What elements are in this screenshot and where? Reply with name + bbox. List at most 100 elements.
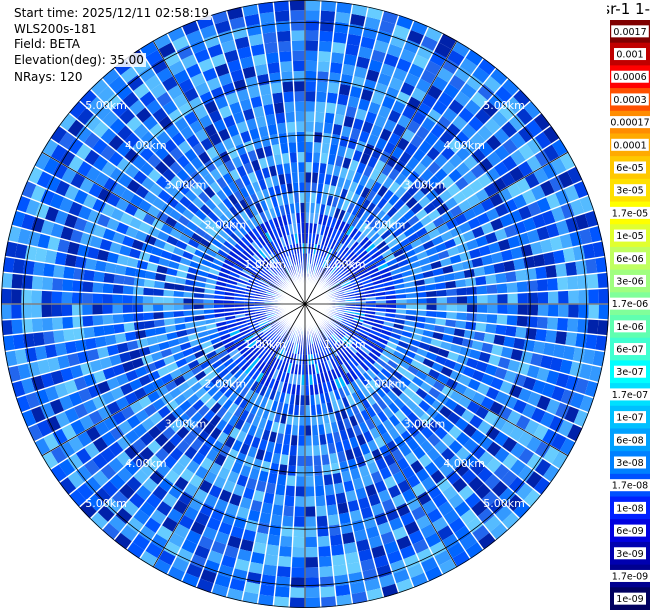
beta-cell: [318, 245, 324, 256]
beta-cell: [507, 359, 521, 373]
beta-cell: [277, 326, 286, 336]
beta-cell: [173, 304, 184, 311]
beta-cell: [461, 259, 474, 271]
beta-cell: [262, 339, 272, 350]
beta-cell: [503, 335, 516, 349]
colorbar-tick-label: 6e-09: [616, 526, 643, 537]
ray-gap-line: [4, 303, 306, 353]
beta-cell: [271, 504, 284, 516]
beta-cell: [262, 258, 272, 269]
beta-cell: [279, 371, 287, 383]
beta-cell: [463, 268, 476, 279]
beta-cell: [383, 233, 396, 245]
beta-cell: [119, 351, 132, 364]
range-ring-label: 1.00km: [244, 258, 286, 271]
beta-cell: [453, 90, 471, 108]
beta-cell: [353, 314, 365, 320]
beta-cell: [319, 20, 335, 32]
beta-cell: [234, 213, 246, 226]
beta-cell: [289, 587, 305, 598]
beta-cell: [355, 207, 366, 219]
beta-cell: [392, 350, 405, 360]
beta-cell: [509, 425, 525, 442]
beta-cell: [156, 525, 174, 541]
beta-cell: [259, 199, 269, 212]
beta-cell: [431, 492, 448, 508]
beta-cell: [242, 249, 253, 260]
beta-cell: [305, 182, 312, 193]
beta-cell: [267, 331, 277, 340]
beta-cell: [263, 554, 279, 566]
beta-cell: [497, 304, 508, 315]
colorbar-tick-label: 1.7e-08: [612, 481, 648, 492]
beta-cell: [337, 274, 348, 282]
azimuth-gridlines: [1, 0, 609, 608]
beta-cell: [383, 363, 396, 375]
beta-cell: [251, 227, 261, 239]
beta-cell: [436, 289, 447, 298]
beta-cell: [261, 324, 271, 332]
beta-cell: [233, 228, 244, 240]
beta-cell: [171, 406, 185, 420]
beta-cell: [351, 519, 366, 532]
beta-cell: [264, 256, 274, 267]
beta-cell: [369, 426, 381, 440]
beta-cell: [257, 335, 268, 345]
beta-cell: [425, 188, 439, 202]
beta-cell: [194, 226, 207, 238]
beta-cell: [217, 349, 229, 360]
beta-cell: [541, 382, 556, 399]
beta-cell: [375, 29, 393, 44]
beta-cell: [288, 142, 297, 153]
beta-cell: [263, 42, 279, 54]
beta-cell: [412, 405, 426, 419]
beta-cell: [67, 453, 84, 471]
beta-cell: [323, 247, 330, 258]
beta-cell: [241, 3, 259, 17]
beta-cell: [241, 268, 253, 277]
beta-cell: [349, 85, 363, 99]
beta-cell: [332, 332, 341, 342]
beta-cell: [574, 213, 589, 231]
field-label: Field: BETA: [12, 37, 82, 51]
beta-cell: [234, 339, 246, 349]
beta-cell: [294, 101, 305, 112]
beta-cell: [533, 167, 549, 185]
beta-cell: [274, 324, 284, 333]
beta-cell: [358, 374, 369, 386]
ray-gap-line: [89, 303, 306, 520]
beta-cell: [287, 132, 297, 143]
beta-cell: [210, 262, 222, 272]
beta-cell: [340, 246, 350, 257]
beta-cell: [355, 56, 371, 70]
beta-cell: [407, 232, 420, 244]
beta-cell: [290, 567, 305, 578]
beta-cell: [545, 329, 557, 344]
beta-cell: [344, 333, 355, 343]
beta-cell: [330, 217, 338, 229]
beta-cell: [217, 564, 235, 579]
beta-cell: [284, 372, 291, 384]
beta-cell: [59, 112, 77, 132]
beta-cell: [341, 199, 351, 212]
beta-cell: [43, 262, 55, 278]
range-ring-label: 5.00km: [483, 99, 525, 112]
beta-cell: [376, 225, 388, 237]
beta-cell: [190, 232, 203, 244]
beta-cell: [557, 419, 574, 438]
beta-cell: [218, 329, 230, 337]
beta-cell: [598, 304, 610, 320]
beta-cell: [305, 70, 318, 82]
beta-cell: [177, 214, 191, 227]
beta-cell: [336, 450, 347, 463]
beta-cell: [254, 383, 264, 395]
beta-cell: [582, 348, 596, 366]
beta-cell: [297, 162, 305, 173]
beta-cell: [399, 81, 416, 97]
beta-cell: [160, 392, 174, 406]
beta-cell: [349, 227, 359, 239]
beta-cell: [384, 253, 396, 263]
beta-cell: [365, 525, 381, 539]
beta-cell: [305, 121, 315, 132]
beta-cell: [255, 333, 266, 343]
